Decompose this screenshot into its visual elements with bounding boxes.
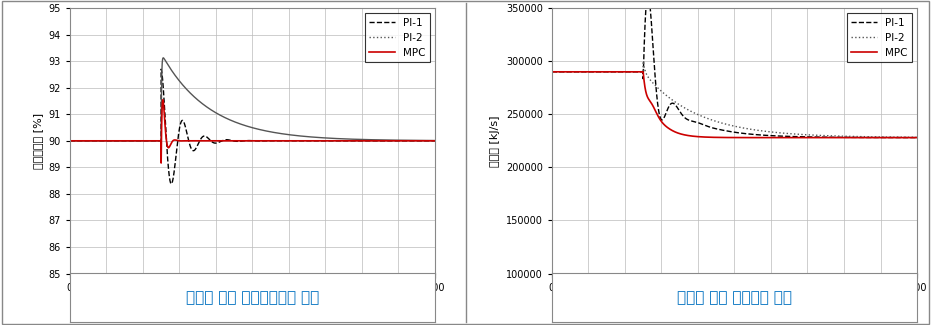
PI-2 (546, 70, 558, 74)
Line: MPC: MPC (70, 100, 435, 163)
PI-2 (720, 122, 731, 126)
PI-2 (900, 135, 911, 139)
PI-1 (812, 135, 823, 139)
MPC (900, 136, 911, 139)
Y-axis label: 탄소포집율 [%]: 탄소포집율 [%] (33, 113, 43, 169)
PI-2 (418, 138, 429, 142)
PI-1 (883, 136, 894, 139)
PI-1 (238, 139, 250, 143)
PI-1 (221, 138, 232, 142)
MPC (882, 136, 893, 139)
Line: PI-1: PI-1 (70, 69, 435, 184)
PI-2 (700, 116, 711, 120)
MPC (546, 70, 558, 74)
MPC (218, 139, 229, 143)
MPC (238, 139, 250, 143)
PI-2 (221, 116, 232, 120)
PI-2 (330, 136, 341, 140)
Text: 시간에 따른 재생열의 변화: 시간에 따른 재생열의 변화 (677, 290, 792, 305)
MPC (155, 161, 167, 165)
PI-2 (911, 135, 923, 139)
PI-1 (429, 139, 440, 143)
PI-1 (418, 139, 429, 143)
MPC (703, 135, 714, 139)
Text: 시간에 따른 탄소포집율의 변화: 시간에 따른 탄소포집율의 변화 (186, 290, 319, 305)
Y-axis label: 재생열 [kJ/s]: 재생열 [kJ/s] (491, 115, 500, 166)
PI-2 (237, 123, 249, 127)
PI-1 (546, 70, 558, 74)
PI-2 (400, 138, 412, 142)
MPC (812, 136, 823, 139)
MPC (330, 139, 341, 143)
PI-2 (812, 133, 823, 137)
X-axis label: 시간 (분): 시간 (분) (236, 298, 268, 308)
MPC (157, 98, 169, 102)
PI-2 (218, 115, 229, 119)
Line: PI-1: PI-1 (552, 0, 917, 137)
Legend: PI-1, PI-2, MPC: PI-1, PI-2, MPC (846, 13, 911, 62)
PI-1 (900, 136, 911, 139)
PI-1 (400, 139, 412, 143)
PI-2 (638, 59, 649, 63)
MPC (429, 139, 440, 143)
Legend: PI-1, PI-2, MPC: PI-1, PI-2, MPC (365, 13, 430, 62)
PI-1 (911, 136, 923, 139)
Line: MPC: MPC (552, 72, 917, 137)
PI-1 (720, 129, 731, 133)
PI-2 (429, 138, 440, 142)
PI-2 (157, 56, 169, 60)
MPC (418, 139, 429, 143)
PI-1 (703, 124, 714, 128)
MPC (400, 139, 412, 143)
X-axis label: 시간 (분): 시간 (분) (719, 298, 750, 308)
Line: PI-2: PI-2 (70, 58, 435, 141)
PI-2 (703, 117, 714, 121)
PI-1 (64, 139, 75, 143)
MPC (700, 135, 711, 139)
PI-1 (330, 139, 341, 143)
MPC (64, 139, 75, 143)
PI-1 (155, 67, 167, 71)
PI-1 (166, 182, 177, 186)
Line: PI-2: PI-2 (552, 61, 917, 137)
PI-2 (64, 139, 75, 143)
MPC (720, 136, 731, 139)
MPC (221, 139, 232, 143)
PI-1 (218, 138, 229, 142)
PI-1 (700, 124, 711, 127)
PI-2 (883, 135, 894, 139)
MPC (911, 136, 923, 139)
